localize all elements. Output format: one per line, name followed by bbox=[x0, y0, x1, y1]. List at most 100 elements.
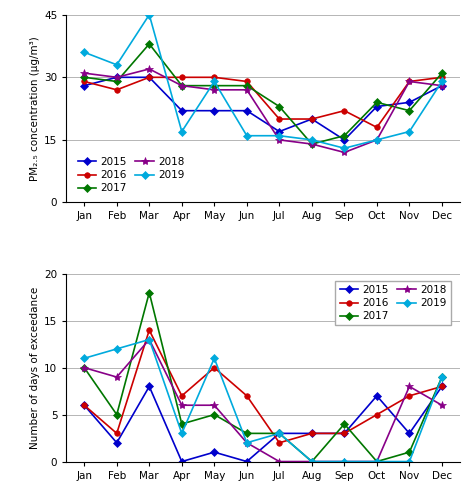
2017 bbox=[407, 108, 412, 113]
2015 bbox=[244, 459, 250, 464]
2017 bbox=[407, 449, 412, 455]
2016 bbox=[276, 440, 282, 446]
2018 bbox=[146, 66, 152, 72]
2017 bbox=[374, 459, 380, 464]
2015 bbox=[407, 431, 412, 436]
2015 bbox=[407, 99, 412, 105]
2015 bbox=[114, 74, 119, 80]
2019 bbox=[211, 355, 217, 361]
2016 bbox=[244, 79, 250, 84]
2015 bbox=[179, 459, 185, 464]
2015 bbox=[179, 108, 185, 113]
2017 bbox=[146, 290, 152, 296]
2019 bbox=[82, 355, 87, 361]
2015 bbox=[341, 431, 347, 436]
2019 bbox=[276, 133, 282, 138]
2017 bbox=[114, 411, 119, 417]
2017 bbox=[82, 74, 87, 80]
2017 bbox=[82, 365, 87, 371]
2015 bbox=[276, 129, 282, 135]
2016 bbox=[146, 327, 152, 333]
2018 bbox=[114, 74, 119, 80]
2019 bbox=[244, 440, 250, 446]
2016 bbox=[276, 116, 282, 122]
2019 bbox=[439, 374, 445, 380]
2017 bbox=[211, 411, 217, 417]
2017 bbox=[114, 79, 119, 84]
2019 bbox=[276, 431, 282, 436]
2019 bbox=[341, 459, 347, 464]
2016 bbox=[439, 383, 445, 389]
2018 bbox=[374, 459, 380, 464]
2018 bbox=[211, 402, 217, 408]
2018 bbox=[276, 459, 282, 464]
2019 bbox=[114, 346, 119, 352]
2015 bbox=[374, 393, 380, 399]
2017 bbox=[244, 82, 250, 88]
2016 bbox=[341, 108, 347, 113]
2016 bbox=[439, 74, 445, 80]
2018 bbox=[114, 374, 119, 380]
2015 bbox=[439, 383, 445, 389]
2019 bbox=[407, 459, 412, 464]
2016 bbox=[146, 74, 152, 80]
Line: 2018: 2018 bbox=[80, 335, 446, 465]
2017 bbox=[179, 421, 185, 427]
Line: 2019: 2019 bbox=[82, 12, 445, 151]
2016 bbox=[407, 79, 412, 84]
2019 bbox=[341, 145, 347, 151]
2018 bbox=[309, 459, 315, 464]
2016 bbox=[211, 74, 217, 80]
2015 bbox=[309, 116, 315, 122]
2017 bbox=[309, 141, 315, 147]
2018 bbox=[244, 87, 250, 93]
Legend: 2015, 2016, 2017, 2018, 2019: 2015, 2016, 2017, 2018, 2019 bbox=[75, 155, 187, 195]
2019 bbox=[179, 431, 185, 436]
2018 bbox=[276, 137, 282, 143]
2016 bbox=[82, 79, 87, 84]
2019 bbox=[244, 133, 250, 138]
2019 bbox=[82, 49, 87, 55]
2017 bbox=[146, 41, 152, 47]
2017 bbox=[341, 133, 347, 138]
2015 bbox=[211, 108, 217, 113]
2016 bbox=[114, 431, 119, 436]
2019 bbox=[374, 137, 380, 143]
Line: 2015: 2015 bbox=[82, 383, 445, 464]
2019 bbox=[146, 336, 152, 342]
2016 bbox=[374, 411, 380, 417]
2018 bbox=[309, 141, 315, 147]
2017 bbox=[341, 421, 347, 427]
2016 bbox=[179, 74, 185, 80]
2019 bbox=[407, 129, 412, 135]
2019 bbox=[179, 129, 185, 135]
2016 bbox=[341, 431, 347, 436]
2019 bbox=[114, 62, 119, 68]
2018 bbox=[179, 82, 185, 88]
Y-axis label: PM₂.₅ concentration (μg/m³): PM₂.₅ concentration (μg/m³) bbox=[30, 36, 40, 181]
2015 bbox=[244, 108, 250, 113]
2019 bbox=[146, 12, 152, 18]
2016 bbox=[374, 124, 380, 130]
Line: 2017: 2017 bbox=[82, 290, 445, 464]
2017 bbox=[439, 374, 445, 380]
2016 bbox=[309, 431, 315, 436]
Line: 2018: 2018 bbox=[80, 65, 446, 157]
2015 bbox=[374, 104, 380, 109]
Line: 2019: 2019 bbox=[82, 337, 445, 464]
2018 bbox=[439, 402, 445, 408]
2018 bbox=[407, 383, 412, 389]
2018 bbox=[82, 365, 87, 371]
2018 bbox=[341, 459, 347, 464]
2016 bbox=[309, 116, 315, 122]
2018 bbox=[146, 336, 152, 342]
Line: 2016: 2016 bbox=[82, 75, 445, 130]
2019 bbox=[374, 459, 380, 464]
2015 bbox=[82, 402, 87, 408]
2019 bbox=[309, 459, 315, 464]
Y-axis label: Number of days of exceedance: Number of days of exceedance bbox=[30, 287, 40, 449]
2018 bbox=[341, 149, 347, 155]
2018 bbox=[244, 440, 250, 446]
Line: 2015: 2015 bbox=[82, 75, 445, 143]
2016 bbox=[114, 87, 119, 93]
